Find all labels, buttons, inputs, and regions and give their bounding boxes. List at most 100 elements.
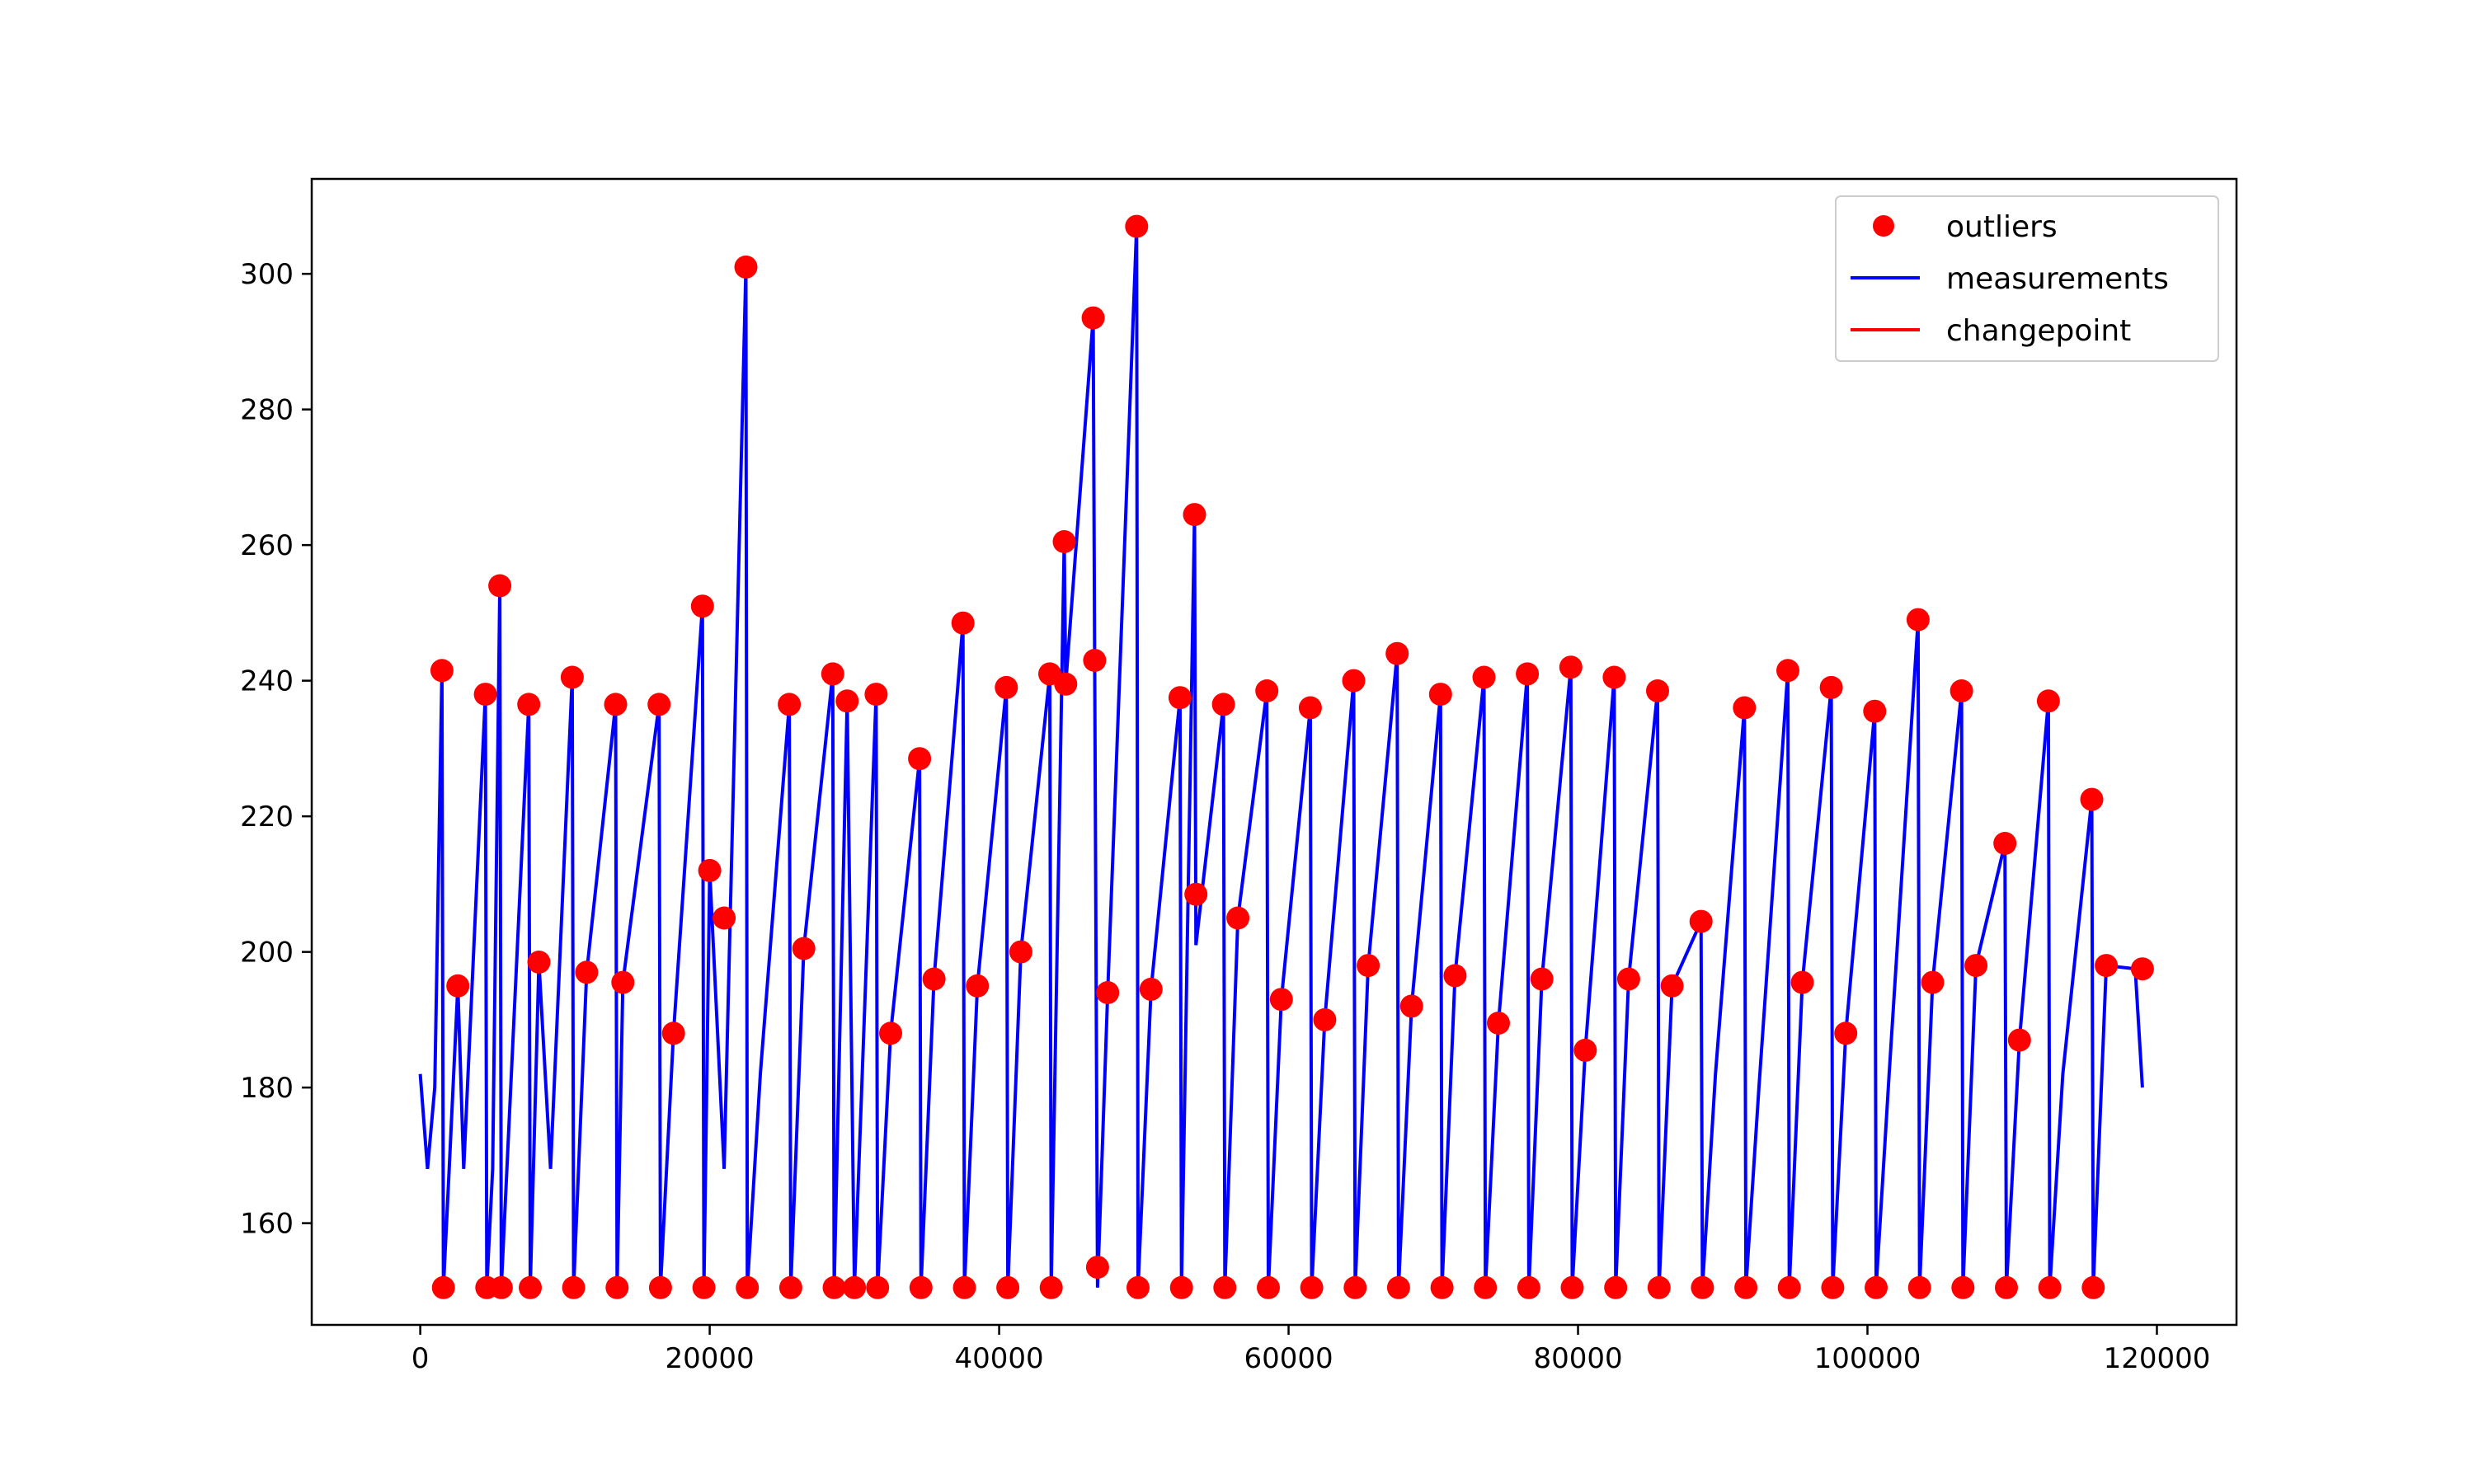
y-tick-label: 240	[240, 665, 294, 698]
outlier-point	[698, 858, 722, 882]
outlier-point	[1300, 1275, 1324, 1299]
outlier-point	[1863, 699, 1887, 723]
outlier-point	[951, 611, 975, 635]
axes-frame	[310, 177, 2238, 1327]
outlier-point	[661, 1021, 685, 1045]
outlier-point	[2081, 1275, 2105, 1299]
outlier-point	[1516, 662, 1540, 686]
outlier-point	[866, 1275, 890, 1299]
outlier-point	[1385, 641, 1409, 665]
outlier-point	[1096, 981, 1120, 1004]
outlier-point	[1777, 1275, 1801, 1299]
outlier-point	[605, 1275, 629, 1299]
y-tick-label: 300	[240, 258, 294, 291]
outlier-point	[1184, 882, 1208, 906]
outlier-point	[1126, 1275, 1150, 1299]
outlier-point	[995, 675, 1018, 699]
outlier-point	[1257, 1275, 1280, 1299]
outlier-point	[1950, 679, 1973, 702]
outlier-point	[1604, 1275, 1628, 1299]
y-tick-label: 260	[240, 529, 294, 562]
outlier-point	[1995, 1275, 2018, 1299]
outlier-point	[692, 1275, 716, 1299]
outlier-point	[1964, 954, 1988, 978]
outlier-point	[2036, 689, 2060, 713]
outlier-point	[488, 574, 512, 598]
outlier-point	[647, 693, 671, 716]
outlier-point	[1993, 832, 2017, 855]
outlier-point	[1430, 1275, 1454, 1299]
outlier-point	[1776, 659, 1799, 683]
outlier-point	[1951, 1275, 1975, 1299]
y-tick-label: 180	[240, 1072, 294, 1105]
outlier-point	[1487, 1012, 1510, 1035]
outlier-point	[1168, 686, 1192, 710]
legend-label-outliers: outliers	[1946, 210, 2058, 244]
outlier-point	[1906, 608, 1930, 632]
legend-marker-outliers	[1873, 215, 1894, 237]
legend-box	[1835, 195, 2219, 362]
outlier-point	[922, 967, 946, 991]
outlier-point	[1530, 967, 1554, 991]
outlier-point	[843, 1275, 867, 1299]
legend-label-changepoint: changepoint	[1946, 314, 2131, 348]
y-tick-label: 280	[240, 394, 294, 427]
x-tick-label: 80000	[1533, 1342, 1622, 1375]
y-tick-label: 220	[240, 801, 294, 834]
outlier-point	[2038, 1275, 2062, 1299]
outlier-point	[1646, 679, 1669, 702]
outlier-point	[690, 594, 714, 618]
outlier-point	[864, 683, 888, 707]
outlier-point	[2080, 787, 2104, 811]
outlier-point	[1691, 1275, 1714, 1299]
outlier-point	[1660, 974, 1684, 998]
outlier-point	[1386, 1275, 1410, 1299]
outlier-point	[1399, 994, 1423, 1018]
outlier-point	[1125, 214, 1149, 238]
outlier-point	[1689, 909, 1713, 933]
plot-area	[418, 214, 2154, 1299]
x-axis-ticks: 0 20000 40000 60000 80000 100000 120000	[412, 1325, 2210, 1375]
outlier-point	[430, 659, 454, 683]
outlier-point	[1298, 696, 1322, 720]
outlier-point	[822, 1275, 846, 1299]
measurements-line	[418, 226, 2144, 1288]
outlier-point	[611, 970, 635, 994]
outlier-point	[778, 1275, 802, 1299]
outlier-point	[879, 1021, 902, 1045]
outlier-point	[996, 1275, 1020, 1299]
outlier-point	[778, 693, 802, 716]
outlier-point	[1907, 1275, 1931, 1299]
outlier-point	[1834, 1021, 1858, 1045]
outlier-point	[1428, 683, 1452, 707]
outlier-point	[1474, 1275, 1498, 1299]
outlier-point	[1313, 1007, 1337, 1031]
outlier-point	[792, 937, 816, 960]
outlier-point	[1081, 306, 1105, 330]
outlier-point	[2007, 1028, 2031, 1052]
outlier-point	[1733, 696, 1757, 720]
outlier-point	[1342, 669, 1366, 693]
outlier-point	[1560, 1275, 1584, 1299]
outlier-point	[908, 747, 932, 771]
outlier-point	[1269, 988, 1293, 1012]
outlier-point	[1085, 1256, 1109, 1280]
outlier-point	[1226, 906, 1250, 930]
outlier-point	[1616, 967, 1640, 991]
outlier-point	[1083, 649, 1107, 672]
outlier-point	[527, 951, 551, 974]
x-tick-label: 60000	[1244, 1342, 1333, 1375]
outlier-point	[575, 960, 599, 984]
outlier-point	[736, 1275, 760, 1299]
outlier-point	[489, 1275, 513, 1299]
outlier-point	[1517, 1275, 1540, 1299]
outlier-point	[734, 255, 758, 279]
outlier-point	[1559, 655, 1583, 679]
legend-label-measurements: measurements	[1946, 262, 2169, 296]
outlier-point	[431, 1275, 455, 1299]
outlier-point	[1211, 693, 1235, 716]
outlier-point	[1039, 1275, 1063, 1299]
outlier-point	[648, 1275, 672, 1299]
outlier-point	[821, 662, 844, 686]
